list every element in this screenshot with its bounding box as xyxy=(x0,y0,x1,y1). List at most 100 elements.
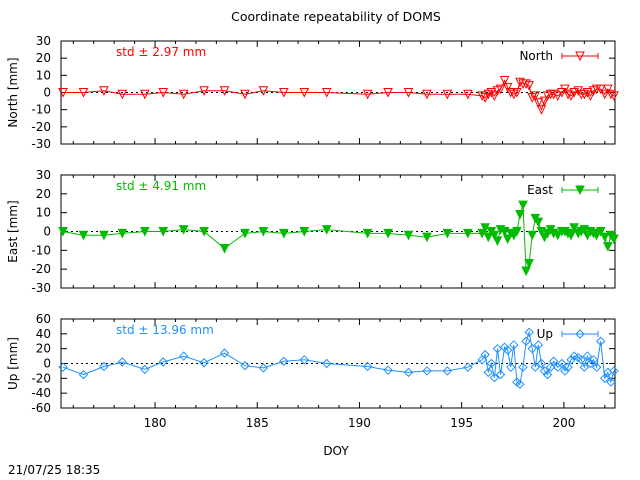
y-tick-label: 0 xyxy=(43,225,51,239)
y-tick-label: 30 xyxy=(36,34,51,48)
data-point xyxy=(536,105,547,115)
series-line xyxy=(62,330,615,386)
data-point xyxy=(158,88,169,98)
data-point xyxy=(442,366,453,376)
data-point xyxy=(403,367,414,378)
y-tick-label: 20 xyxy=(36,187,51,201)
data-point xyxy=(258,86,269,96)
data-point xyxy=(199,227,209,237)
data-point xyxy=(58,362,68,372)
y-tick-label: 0 xyxy=(43,357,51,371)
data-point xyxy=(609,91,619,102)
data-point xyxy=(521,266,531,277)
data-point xyxy=(566,91,576,102)
data-point xyxy=(279,88,289,98)
data-point xyxy=(463,362,473,372)
data-point xyxy=(78,230,89,241)
y-tick-label: 10 xyxy=(36,68,51,82)
data-point xyxy=(199,86,209,96)
legend-label: North xyxy=(519,49,553,63)
data-point xyxy=(422,232,432,243)
data-point xyxy=(545,362,556,372)
data-point xyxy=(219,348,230,358)
x-axis-label: DOY xyxy=(323,444,349,458)
data-point xyxy=(582,88,593,98)
data-point xyxy=(199,358,209,368)
data-point xyxy=(518,362,528,372)
y-tick-label: -20 xyxy=(31,262,51,276)
data-point xyxy=(566,355,576,365)
legend-marker xyxy=(575,185,585,196)
data-point xyxy=(533,340,544,350)
data-point xyxy=(595,227,606,237)
data-point xyxy=(240,361,250,371)
y-tick-label: -20 xyxy=(31,371,51,385)
data-point xyxy=(442,89,453,100)
data-point xyxy=(442,228,453,239)
x-tick-label: 185 xyxy=(246,416,269,430)
data-point xyxy=(480,93,490,103)
data-point xyxy=(495,84,506,95)
data-point xyxy=(566,230,576,241)
data-point xyxy=(383,88,393,98)
data-point xyxy=(609,366,619,376)
y-tick-label: -30 xyxy=(31,137,51,151)
data-point xyxy=(548,89,559,100)
data-point xyxy=(178,89,189,100)
data-point xyxy=(78,88,89,98)
data-point xyxy=(521,336,531,346)
data-point xyxy=(78,369,89,380)
data-point xyxy=(563,362,573,372)
data-point xyxy=(117,357,128,367)
data-point xyxy=(486,88,497,98)
data-point xyxy=(588,355,599,365)
data-point xyxy=(585,358,596,369)
data-point xyxy=(502,345,513,355)
data-point xyxy=(600,373,610,384)
data-point xyxy=(569,223,579,233)
data-point xyxy=(463,89,473,100)
data-point xyxy=(362,361,373,372)
data-point xyxy=(603,242,613,252)
data-point xyxy=(58,227,68,237)
data-point xyxy=(483,232,494,243)
data-point xyxy=(299,355,309,365)
data-point xyxy=(299,88,310,98)
data-point xyxy=(321,88,332,98)
data-point xyxy=(557,358,567,369)
data-point xyxy=(362,89,373,100)
std-label: std ± 2.97 mm xyxy=(116,45,206,59)
data-point xyxy=(606,89,616,100)
data-point xyxy=(99,86,109,96)
data-point xyxy=(563,89,573,100)
data-point xyxy=(599,89,610,100)
data-point xyxy=(530,362,540,372)
data-point xyxy=(527,343,537,354)
data-point xyxy=(99,361,109,372)
data-point xyxy=(582,351,593,361)
data-point xyxy=(515,379,525,389)
data-point xyxy=(524,259,534,269)
y-tick-label: -40 xyxy=(31,386,51,400)
y-axis-label: East [mm] xyxy=(6,200,20,262)
chart-title: Coordinate repeatability of DOMS xyxy=(231,9,441,24)
data-point xyxy=(158,357,168,367)
y-tick-label: -60 xyxy=(31,401,51,415)
data-point xyxy=(383,228,393,239)
data-point xyxy=(515,210,525,220)
data-point xyxy=(552,230,563,241)
data-point xyxy=(515,77,525,88)
data-point xyxy=(509,340,519,350)
data-point xyxy=(140,227,150,237)
data-point xyxy=(489,91,500,102)
data-point xyxy=(533,98,544,108)
y-tick-label: 30 xyxy=(36,168,51,182)
x-tick-label: 190 xyxy=(348,416,371,430)
data-point xyxy=(422,366,432,376)
data-point xyxy=(489,372,500,383)
y-axis-label: North [mm] xyxy=(6,57,20,127)
data-point xyxy=(321,225,332,235)
data-point xyxy=(489,230,500,241)
data-point xyxy=(279,228,289,239)
